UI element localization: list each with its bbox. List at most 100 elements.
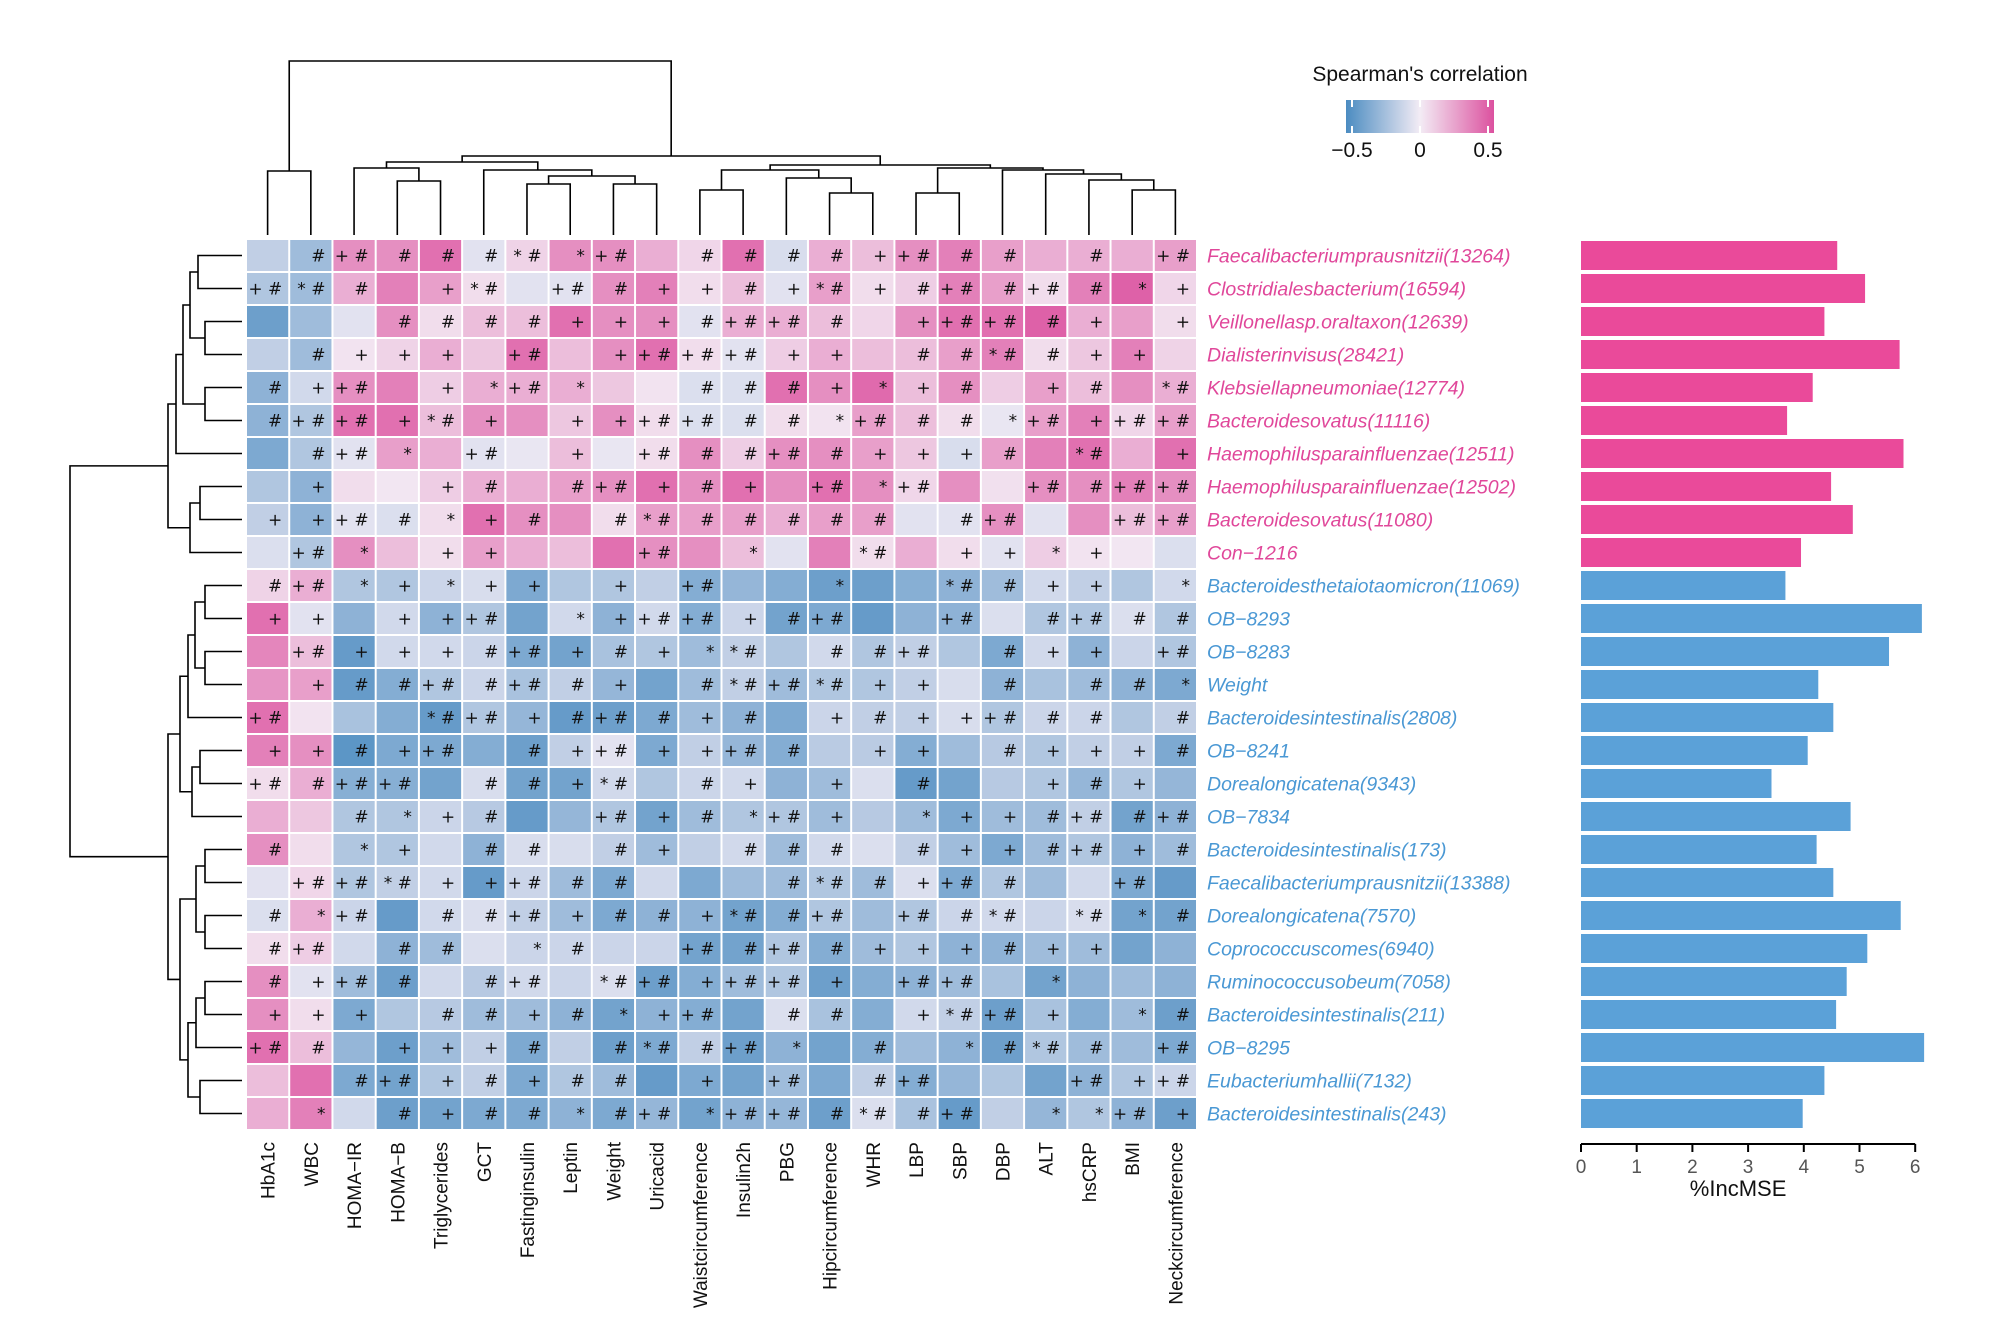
heatmap-cell [1025, 438, 1067, 469]
significance-mark: + [960, 940, 974, 960]
significance-mark: # [743, 412, 757, 432]
significance-mark: + # [464, 709, 498, 729]
significance-mark: # [830, 643, 844, 663]
heatmap-cell [592, 702, 635, 733]
significance-mark: + # [724, 742, 758, 762]
heatmap-cell [1068, 240, 1110, 271]
column-label: hsCRP [1080, 1142, 1101, 1202]
heatmap-cell [852, 372, 894, 403]
heatmap-cell [1025, 273, 1067, 304]
heatmap-cell [1068, 1098, 1110, 1129]
heatmap-cell [247, 273, 289, 304]
heatmap-cell [981, 339, 1024, 370]
significance-mark: + [873, 742, 887, 762]
heatmap-cell [895, 570, 937, 601]
significance-mark: + # [248, 775, 282, 795]
significance-mark: # [787, 907, 801, 927]
significance-mark: # [571, 676, 585, 696]
heatmap-cell [592, 999, 635, 1030]
significance-mark: + [1046, 775, 1060, 795]
significance-mark: + [916, 445, 930, 465]
significance-mark: # [787, 511, 801, 531]
heatmap-cell [592, 240, 635, 271]
significance-mark: + [311, 1006, 325, 1026]
heatmap-cell [592, 801, 635, 832]
heatmap-cell [333, 636, 375, 667]
heatmap-cell [895, 867, 937, 898]
heatmap-cell [938, 306, 980, 337]
significance-mark: + # [1070, 610, 1104, 630]
heatmap-cell [895, 1065, 937, 1096]
significance-mark: + # [767, 676, 801, 696]
column-label: HOMA−IR [345, 1142, 366, 1229]
heatmap-cell [679, 768, 721, 799]
heatmap-cell [419, 669, 462, 700]
significance-mark: + # [335, 907, 369, 927]
heatmap-cell [1154, 405, 1196, 436]
significance-mark: # [1003, 577, 1017, 597]
heatmap-cell [376, 471, 418, 502]
heatmap-cell [506, 1032, 548, 1063]
bar [1581, 802, 1851, 831]
significance-mark: + [1133, 346, 1147, 366]
significance-mark: # [830, 1105, 844, 1125]
significance-mark: + [1089, 346, 1103, 366]
heatmap-cell [722, 372, 764, 403]
heatmap-cell [981, 834, 1024, 865]
significance-mark: * [1138, 907, 1147, 927]
heatmap-cell [1154, 768, 1196, 799]
row-label: Weight [1207, 675, 1269, 697]
bar [1581, 472, 1832, 501]
row-label: Dorealongicatena(9343) [1207, 774, 1416, 796]
heatmap-cell [1068, 834, 1110, 865]
heatmap-cell [895, 603, 937, 634]
significance-mark: * # [643, 1039, 671, 1059]
significance-mark: + # [1156, 511, 1190, 531]
heatmap-cell [1068, 339, 1110, 370]
row-label: OB−8295 [1207, 1038, 1290, 1060]
heatmap-cell [938, 240, 980, 271]
significance-mark: + # [810, 907, 844, 927]
heatmap-cell [722, 570, 764, 601]
heatmap-cell [506, 1065, 548, 1096]
heatmap-cell [1111, 438, 1153, 469]
significance-mark: # [743, 379, 757, 399]
heatmap-cell [808, 801, 851, 832]
row-label: Bacteroidesintestinalis(2808) [1207, 708, 1457, 730]
significance-mark: * # [384, 874, 412, 894]
significance-mark: # [1089, 379, 1103, 399]
significance-mark: + [1089, 412, 1103, 432]
heatmap-cell [636, 471, 678, 502]
heatmap-cell [549, 669, 591, 700]
heatmap-cell [1068, 768, 1110, 799]
heatmap-cell [981, 504, 1024, 535]
significance-mark: # [354, 742, 368, 762]
heatmap-cell [895, 669, 937, 700]
heatmap-cell [506, 702, 548, 733]
dendrogram-branch [204, 914, 242, 950]
significance-mark: + [1133, 742, 1147, 762]
heatmap-cell [1068, 735, 1110, 766]
heatmap-cell [1025, 702, 1067, 733]
significance-mark: + [398, 643, 412, 663]
significance-mark: + # [335, 874, 369, 894]
significance-mark: * # [946, 1006, 974, 1026]
significance-mark: # [700, 775, 714, 795]
significance-mark: # [916, 412, 930, 432]
heatmap-cell [1111, 702, 1153, 733]
heatmap-cell [333, 273, 375, 304]
significance-mark: # [1003, 247, 1017, 267]
heatmap-cell [1068, 801, 1110, 832]
heatmap-cell [1025, 1065, 1067, 1096]
heatmap-cell [1154, 636, 1196, 667]
heatmap-cell [938, 669, 980, 700]
heatmap-cell [636, 702, 678, 733]
significance-mark: # [1046, 610, 1060, 630]
significance-mark: # [916, 1105, 930, 1125]
heatmap-cell [549, 735, 591, 766]
heatmap-cell [463, 702, 505, 733]
heatmap-cell [895, 702, 937, 733]
significance-mark: + [916, 940, 930, 960]
heatmap-cell [290, 537, 332, 568]
column-label: Waistcircumference [691, 1142, 712, 1308]
